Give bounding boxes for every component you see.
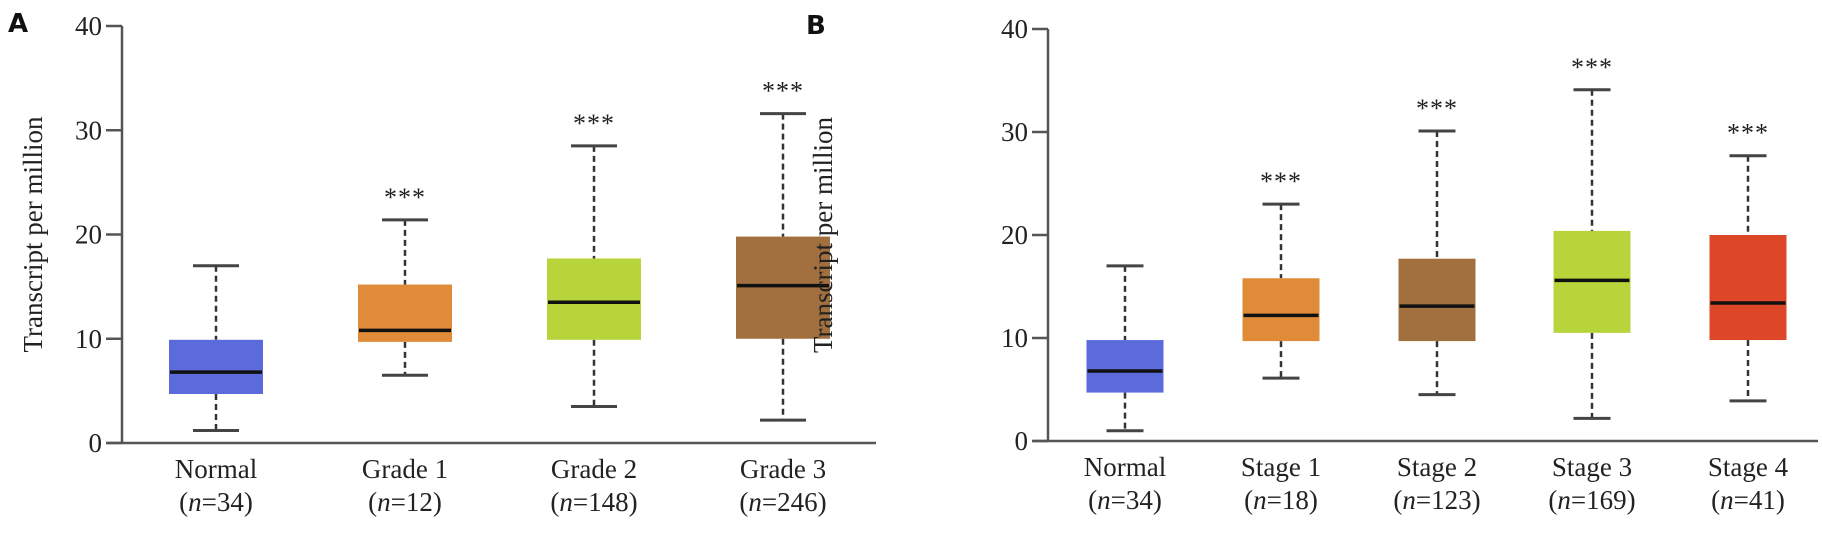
x-tick-label: Grade 3 bbox=[740, 454, 826, 484]
significance-label: *** bbox=[1260, 167, 1302, 196]
box-grade-3: *** Grade 3(n=246) bbox=[736, 77, 830, 517]
sample-size-label: (n=246) bbox=[739, 487, 826, 517]
y-tick-label: 20 bbox=[75, 220, 102, 250]
significance-label: *** bbox=[762, 77, 804, 106]
significance-label: *** bbox=[573, 109, 615, 138]
x-tick-label: Stage 2 bbox=[1397, 452, 1477, 482]
y-tick-label: 10 bbox=[75, 324, 102, 354]
y-tick-label: 0 bbox=[1015, 426, 1029, 456]
box-stage-3: *** Stage 3(n=169) bbox=[1548, 53, 1635, 515]
sample-size-label: (n=12) bbox=[368, 487, 442, 517]
y-tick-label: 0 bbox=[89, 428, 103, 458]
x-tick-label: Stage 3 bbox=[1552, 452, 1632, 482]
box-normal: Normal(n=34) bbox=[169, 264, 263, 517]
iqr-box bbox=[1398, 258, 1476, 342]
x-tick-label: Normal bbox=[1084, 452, 1166, 482]
y-tick-label: 40 bbox=[1001, 14, 1028, 44]
panel-letter: A bbox=[8, 9, 28, 39]
y-axis-label: Transcript per million bbox=[808, 117, 838, 353]
significance-label: *** bbox=[1571, 53, 1613, 82]
x-tick-label: Stage 4 bbox=[1708, 452, 1789, 482]
significance-label: *** bbox=[1416, 94, 1458, 123]
y-tick-label: 30 bbox=[1001, 117, 1028, 147]
iqr-box bbox=[1709, 235, 1787, 341]
sample-size-label: (n=169) bbox=[1548, 485, 1635, 515]
sample-size-label: (n=123) bbox=[1393, 485, 1480, 515]
box-stage-4: *** Stage 4(n=41) bbox=[1708, 119, 1789, 515]
x-tick-label: Stage 1 bbox=[1241, 452, 1321, 482]
x-tick-label: Normal bbox=[175, 454, 257, 484]
box-grade-2: *** Grade 2(n=148) bbox=[547, 109, 641, 517]
y-tick-label: 20 bbox=[1001, 220, 1028, 250]
iqr-box bbox=[358, 284, 452, 342]
sample-size-label: (n=18) bbox=[1244, 485, 1318, 515]
panel-letter: B bbox=[806, 11, 826, 41]
y-axis-label: Transcript per million bbox=[18, 116, 48, 352]
sample-size-label: (n=41) bbox=[1711, 485, 1785, 515]
box-grade-1: *** Grade 1(n=12) bbox=[358, 183, 452, 517]
sample-size-label: (n=148) bbox=[550, 487, 637, 517]
significance-label: *** bbox=[1727, 119, 1769, 148]
iqr-box bbox=[169, 339, 263, 395]
y-tick-label: 10 bbox=[1001, 323, 1028, 353]
box-normal: Normal(n=34) bbox=[1084, 264, 1166, 515]
x-tick-label: Grade 2 bbox=[551, 454, 637, 484]
box-stage-2: *** Stage 2(n=123) bbox=[1393, 94, 1480, 515]
y-tick-label: 30 bbox=[75, 115, 102, 145]
y-tick-label: 40 bbox=[75, 11, 102, 41]
iqr-box bbox=[1242, 278, 1320, 342]
iqr-box bbox=[547, 258, 641, 340]
significance-label: *** bbox=[384, 183, 426, 212]
iqr-box bbox=[736, 236, 830, 339]
iqr-box bbox=[1086, 340, 1164, 393]
x-tick-label: Grade 1 bbox=[362, 454, 448, 484]
sample-size-label: (n=34) bbox=[179, 487, 253, 517]
sample-size-label: (n=34) bbox=[1088, 485, 1162, 515]
box-stage-1: *** Stage 1(n=18) bbox=[1241, 167, 1321, 515]
